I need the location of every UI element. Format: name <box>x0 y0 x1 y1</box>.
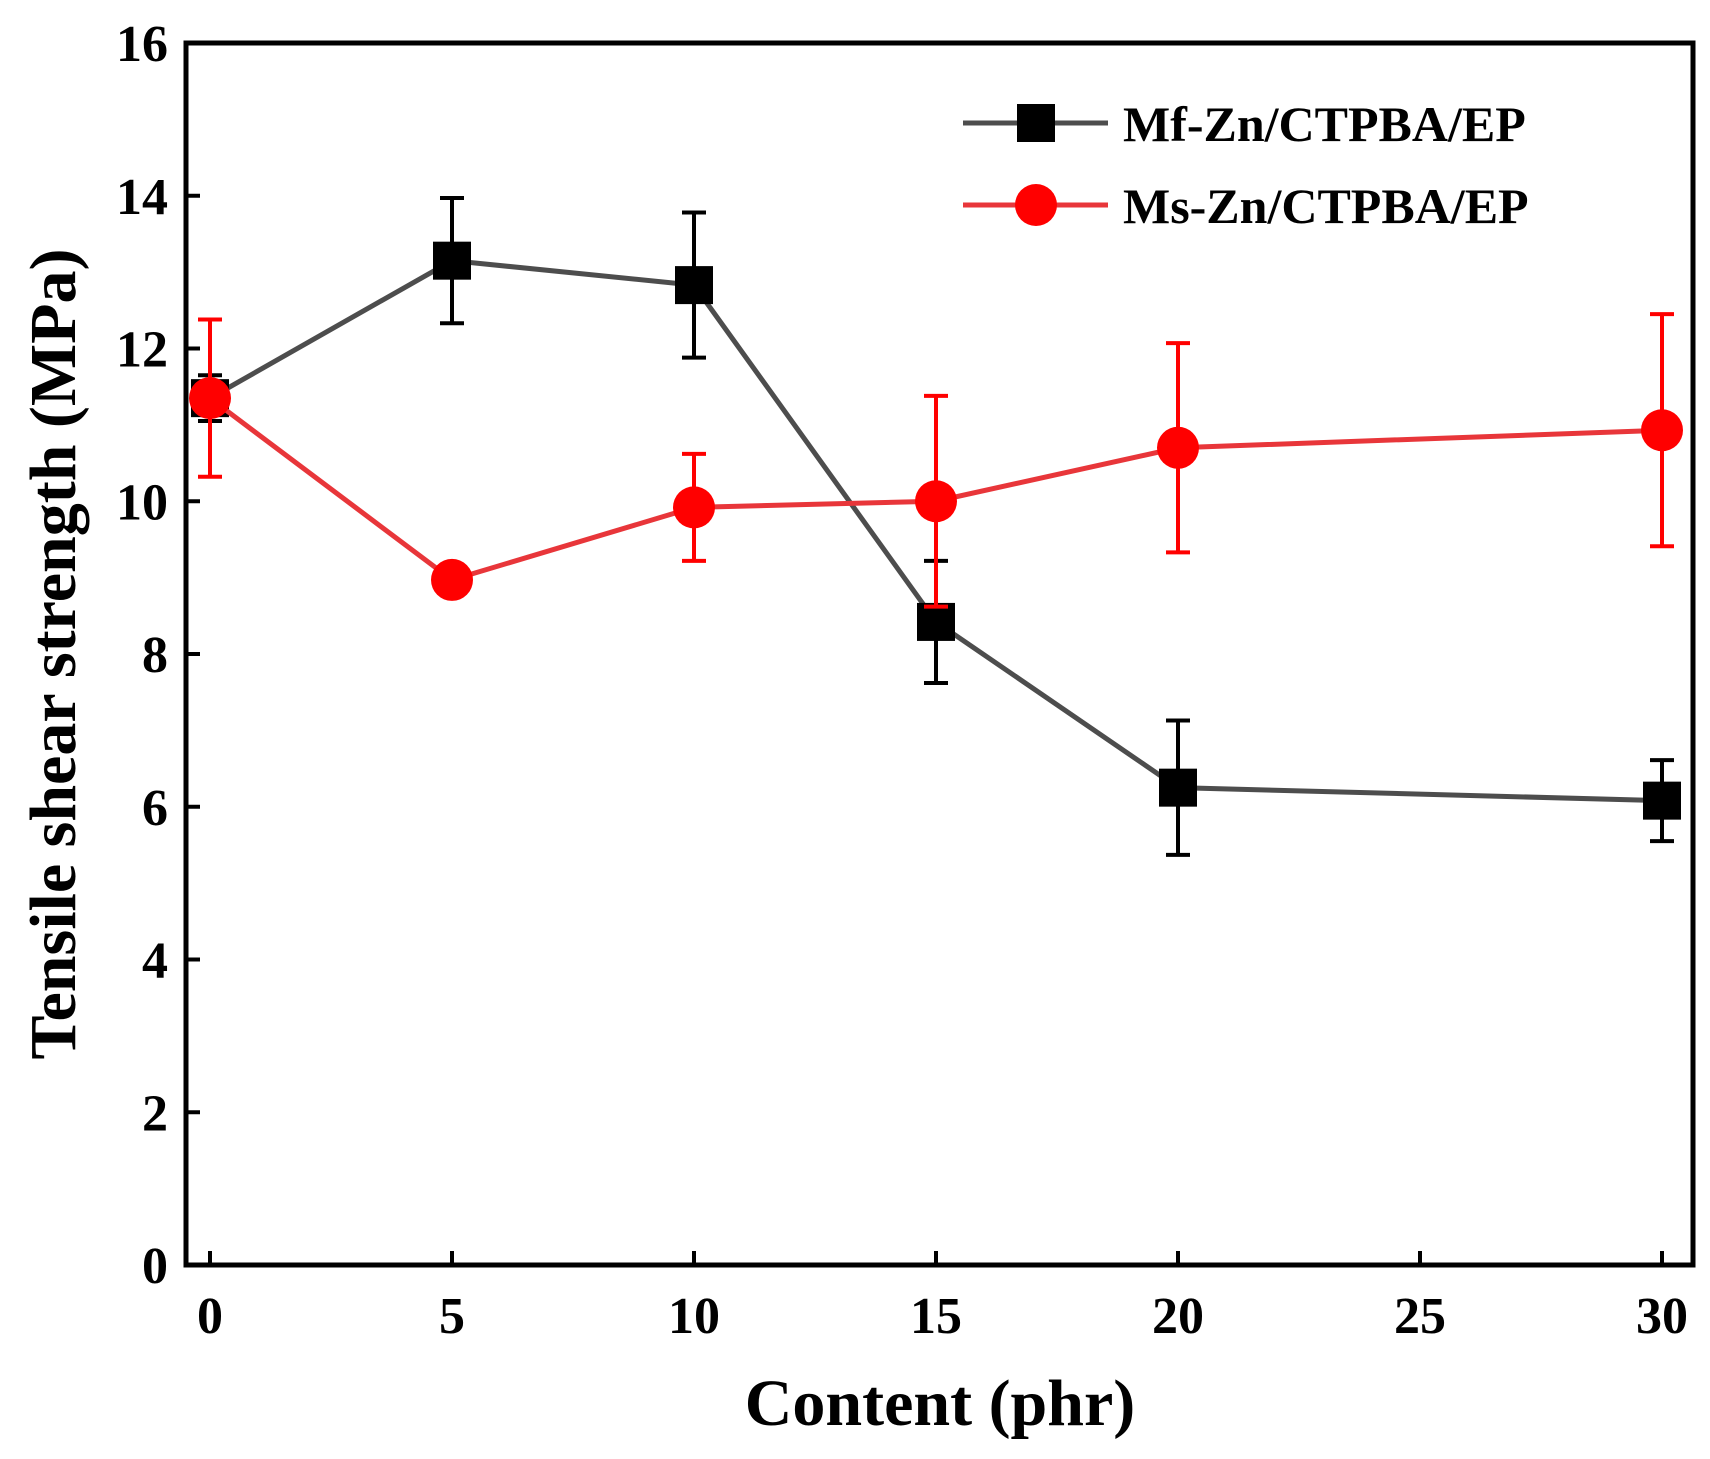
series-2 <box>189 312 1683 609</box>
series-layer <box>189 196 1683 857</box>
data-point <box>1157 426 1199 469</box>
x-tick-label: 15 <box>910 1288 962 1345</box>
legend-marker <box>1015 184 1057 226</box>
y-tick-label: 8 <box>142 627 168 684</box>
x-tick-label: 5 <box>439 1288 465 1345</box>
y-tick-label: 16 <box>116 16 168 73</box>
y-tick-label: 6 <box>142 780 168 837</box>
y-tick-label: 14 <box>116 169 168 226</box>
legend: Mf-Zn/CTPBA/EP Ms-Zn/CTPBA/EP <box>963 96 1529 234</box>
data-point <box>673 486 715 529</box>
y-axis-title: Tensile shear strength (MPa) <box>17 249 90 1060</box>
y-tick-label: 2 <box>142 1085 168 1142</box>
data-point <box>431 558 473 601</box>
x-tick-label: 20 <box>1152 1288 1204 1345</box>
series-line <box>208 258 1663 804</box>
data-point <box>1159 768 1197 807</box>
x-tick-label: 30 <box>1636 1288 1688 1345</box>
data-point <box>917 602 955 641</box>
data-point <box>1643 781 1681 820</box>
legend-label: Ms-Zn/CTPBA/EP <box>1123 178 1529 234</box>
data-point <box>915 480 957 523</box>
data-point <box>675 266 713 305</box>
data-point <box>189 377 231 420</box>
series-line <box>208 396 1663 583</box>
series-1 <box>191 196 1681 857</box>
y-tick-label: 0 <box>142 1238 168 1295</box>
x-tick-label: 25 <box>1394 1288 1446 1345</box>
legend-item: Mf-Zn/CTPBA/EP <box>963 96 1526 152</box>
y-tick-label: 12 <box>116 322 168 379</box>
x-tick-label: 0 <box>197 1288 223 1345</box>
legend-label: Mf-Zn/CTPBA/EP <box>1123 96 1526 152</box>
data-point <box>433 241 471 280</box>
axis-ticks: 0 5 10 15 20 25 30 0 2 4 6 8 10 12 14 16 <box>116 16 1688 1345</box>
x-axis-title: Content (phr) <box>745 1367 1136 1440</box>
legend-item: Ms-Zn/CTPBA/EP <box>963 178 1529 234</box>
data-point <box>1641 409 1683 452</box>
y-tick-label: 10 <box>116 474 168 531</box>
y-tick-label: 4 <box>142 933 168 990</box>
legend-marker <box>1017 104 1055 142</box>
x-tick-label: 10 <box>668 1288 720 1345</box>
